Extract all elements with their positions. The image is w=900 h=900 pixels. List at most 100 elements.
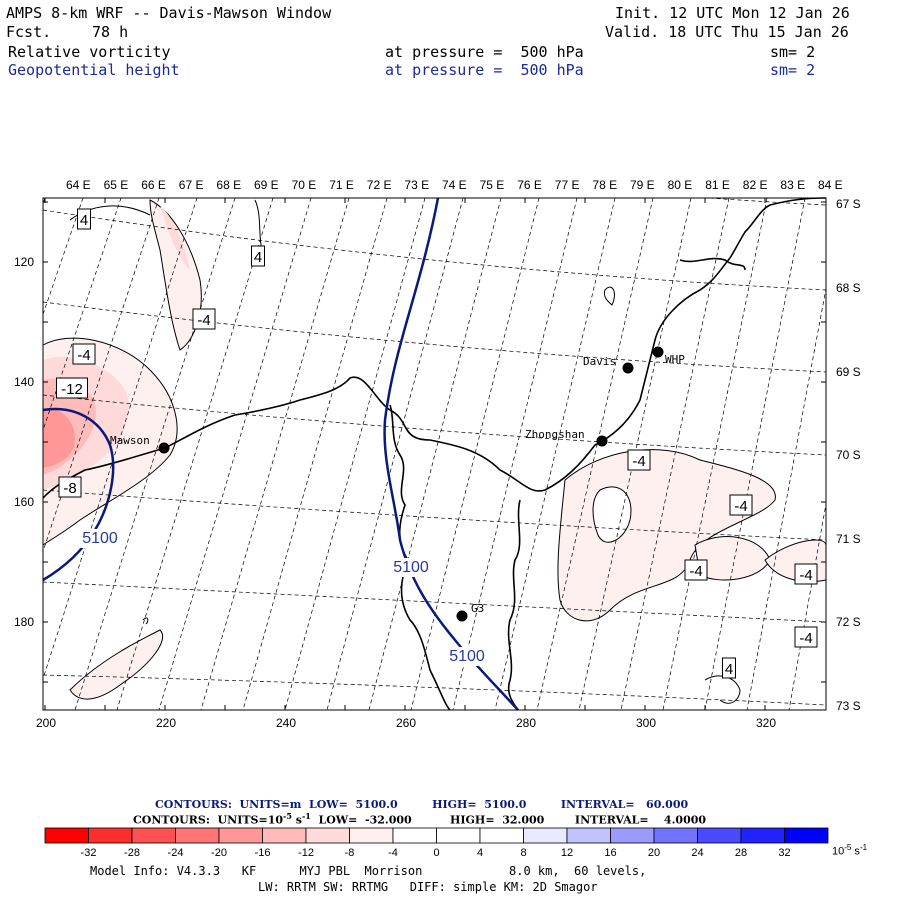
longitude-label: 66 E	[141, 178, 166, 192]
longitude-label: 81 E	[705, 178, 730, 192]
svg-text:-4: -4	[77, 347, 90, 364]
longitude-label: 79 E	[630, 178, 655, 192]
longitude-label: 70 E	[292, 178, 317, 192]
x-axis-label: 240	[276, 716, 296, 730]
station-marker	[622, 362, 634, 374]
vorticity-label: -4	[729, 494, 753, 516]
vorticity-shading	[42, 199, 827, 700]
vorticity-contour-labels: 4 4 -4 -4 -12 -8 -4 -4 -4 -4 -4 4	[56, 208, 818, 679]
longitude-label: 67 E	[179, 178, 204, 192]
y-axis-label: 140	[14, 375, 34, 389]
vorticity-label: -8	[58, 476, 82, 498]
x-axis-label: 300	[636, 716, 656, 730]
colorbar-swatch	[131, 827, 176, 844]
colorbar-label: -24	[168, 847, 184, 859]
svg-text:-4: -4	[734, 498, 747, 515]
station-marker	[456, 610, 468, 622]
colorbar-swatch	[479, 827, 524, 844]
longitude-label: 65 E	[104, 178, 129, 192]
longitude-label: 77 E	[555, 178, 580, 192]
colorbar-label: -20	[211, 847, 227, 859]
longitude-label: 64 E	[66, 178, 91, 192]
colorbar-swatch	[523, 827, 568, 844]
meridian-line	[158, 198, 312, 710]
parallel-line	[43, 209, 826, 291]
plot-frame	[42, 197, 827, 711]
x-axis-label: 320	[756, 716, 776, 730]
svg-text:5100: 5100	[393, 559, 429, 576]
vorticity-label: -4	[72, 343, 96, 365]
meridian-line	[452, 198, 578, 710]
graticule	[43, 198, 826, 710]
meridian-line	[43, 198, 198, 680]
meridian-line	[662, 198, 768, 710]
colorbar-swatch	[262, 827, 307, 844]
svg-text:-4: -4	[799, 630, 812, 647]
height-contour-labels: 5100 5100 5100	[77, 529, 490, 666]
station-label: G3	[471, 602, 484, 615]
y-axis-label: 180	[14, 615, 34, 629]
meridian-line	[284, 198, 426, 710]
forecast-label: Fcst.	[6, 23, 52, 41]
model-info-line2: LW: RRTM SW: RRTMG DIFF: simple KM: 2D S…	[258, 880, 598, 894]
colorbar-swatch	[610, 827, 655, 844]
svg-text:4: 4	[725, 661, 733, 678]
latitude-label: 71 S	[836, 532, 861, 546]
longitude-label: 76 E	[517, 178, 542, 192]
colorbar-label: -16	[255, 847, 271, 859]
station-marker	[158, 442, 170, 454]
meridian-line	[536, 198, 654, 710]
field2-name: Geopotential height	[8, 61, 180, 79]
colorbar	[44, 827, 829, 844]
field1-level: at pressure = 500 hPa	[385, 43, 584, 61]
station-label: Mawson	[110, 434, 150, 447]
colorbar-swatch	[653, 827, 698, 844]
colorbar-swatch	[44, 827, 89, 844]
longitude-label: 71 E	[329, 178, 354, 192]
svg-text:4: 4	[80, 212, 88, 229]
station-marker	[596, 435, 608, 447]
longitude-label: 74 E	[442, 178, 467, 192]
colorbar-swatch	[566, 827, 611, 844]
meridian-line	[746, 286, 826, 710]
colorbar-swatch	[392, 827, 437, 844]
svg-text:-8: -8	[63, 480, 76, 497]
colorbar-labels: -32 -28 -24 -20 -16 -12 -8 -4 0 4 8 12 16 20 24 28 32	[81, 847, 791, 859]
vorticity-label: -4	[627, 449, 651, 471]
colorbar-label: 32	[778, 847, 790, 859]
x-axis-label: 260	[396, 716, 416, 730]
meridian-line	[410, 198, 540, 710]
colorbar-label: -4	[388, 847, 398, 859]
latitude-label: 69 S	[836, 365, 861, 379]
colorbar-label: -32	[81, 847, 97, 859]
colorbar-label: 16	[604, 847, 616, 859]
height-contour-info: CONTOURS: UNITS=m LOW= 5100.0 HIGH= 5100…	[155, 798, 689, 811]
height-contours	[42, 197, 519, 711]
colorbar-label: 24	[691, 847, 703, 859]
longitude-label: 84 E	[818, 178, 843, 192]
colorbar-label: 28	[735, 847, 747, 859]
field2-smoothing: sm= 2	[770, 61, 816, 79]
station-marker	[652, 346, 664, 358]
longitude-label: 72 E	[367, 178, 392, 192]
latitude-label: 73 S	[836, 699, 861, 713]
svg-text:-4: -4	[197, 312, 210, 329]
longitude-label: 75 E	[480, 178, 505, 192]
svg-text:-4: -4	[632, 453, 645, 470]
parallel-line	[43, 301, 826, 373]
longitude-label: 68 E	[216, 178, 241, 192]
x-axis-label: 280	[516, 716, 536, 730]
latitude-label: 67 S	[836, 197, 861, 211]
field2-level: at pressure = 500 hPa	[385, 61, 584, 79]
svg-text:5100: 5100	[449, 648, 485, 665]
longitude-label: 73 E	[404, 178, 429, 192]
height-label: 5100	[388, 558, 434, 577]
meridian-line	[242, 198, 388, 710]
field1-smoothing: sm= 2	[770, 43, 816, 61]
map-title: AMPS 8-km WRF -- Davis-Mawson Window	[6, 4, 332, 22]
vorticity-contour-info: CONTOURS: UNITS=10-5 s-1 LOW= -32.000 HI…	[133, 811, 707, 827]
vorticity-label: 4	[77, 208, 91, 230]
height-label: 5100	[444, 647, 490, 666]
station-label: Davis	[583, 355, 616, 368]
